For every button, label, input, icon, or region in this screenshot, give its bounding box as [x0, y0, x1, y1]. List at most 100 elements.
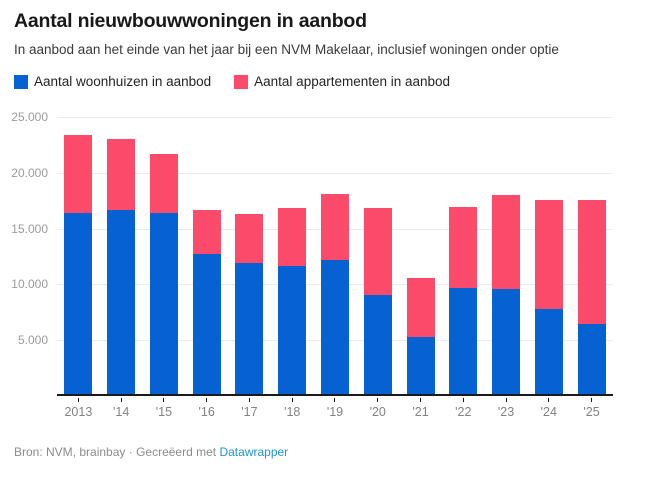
bar-stack [149, 154, 178, 394]
plot-area [57, 117, 613, 396]
bar-segment-appartementen [577, 200, 606, 324]
y-tick-label: 10.000 [11, 277, 48, 292]
chart-title: Aantal nieuwbouwwoningen in aanbod [14, 10, 367, 32]
bar-column-20 [356, 208, 399, 394]
source-text: Bron: NVM, brainbay [14, 445, 126, 459]
bar-stack [235, 214, 264, 394]
created-with-text: Gecreëerd met [136, 445, 217, 459]
axis-tick [271, 398, 314, 402]
bar-segment-appartementen [235, 214, 264, 263]
bar-segment-appartementen [492, 195, 521, 289]
bar-segment-appartementen [278, 208, 307, 266]
x-tick-label: '17 [241, 405, 258, 419]
y-tick-label: 15.000 [11, 221, 48, 236]
gridline [57, 117, 613, 118]
axis-tick [314, 398, 357, 402]
x-tick-label: '25 [583, 405, 600, 419]
x-tick-label: '15 [155, 405, 173, 419]
bar-column-23 [485, 195, 528, 394]
bar-segment-appartementen [64, 135, 93, 213]
bar-column-22 [442, 207, 485, 394]
x-tick-label: '16 [198, 405, 215, 419]
bar-stack [107, 139, 136, 394]
legend-label-appartementen: Aantal appartementen in aanbod [254, 74, 451, 89]
x-tick-label: '14 [113, 405, 130, 419]
bar-segment-woonhuizen [192, 254, 221, 394]
bar-column-2013 [57, 135, 100, 394]
legend-swatch-appartementen [234, 74, 249, 89]
bar-stack [449, 207, 478, 394]
legend-label-woonhuizen: Aantal woonhuizen in aanbod [34, 74, 212, 89]
bar-stack [492, 195, 521, 394]
bar-column-18 [271, 208, 314, 394]
bar-stack [406, 278, 435, 394]
bar-segment-woonhuizen [492, 289, 521, 394]
bar-segment-woonhuizen [149, 213, 178, 394]
datawrapper-link[interactable]: Datawrapper [219, 445, 289, 459]
bar-column-19 [314, 194, 357, 394]
bar-segment-woonhuizen [534, 309, 563, 394]
bar-stack [278, 208, 307, 394]
bars-container [57, 117, 613, 394]
y-tick-label: 5.000 [17, 333, 48, 348]
bar-stack [64, 135, 93, 394]
legend: Aantal woonhuizen in aanbod Aantal appar… [14, 74, 450, 89]
axis-tick [185, 398, 228, 402]
axis-tick [527, 398, 570, 402]
bar-stack [320, 194, 349, 394]
bar-segment-appartementen [320, 194, 349, 260]
bar-segment-woonhuizen [449, 288, 478, 394]
bar-column-17 [228, 214, 271, 394]
legend-swatch-woonhuizen [14, 74, 28, 89]
x-axis-labels: 2013 '14 '15 '16 '17 '18 '19 '20 '21 '22 '23 '24 '25 [57, 405, 613, 420]
bar-segment-woonhuizen [278, 266, 307, 394]
axis-tick [399, 398, 442, 402]
x-tick-label: 2013 [64, 405, 93, 419]
legend-item-woonhuizen: Aantal woonhuizen in aanbod [14, 74, 211, 89]
bar-column-25 [570, 200, 613, 394]
axis-tick [228, 398, 271, 402]
y-tick-label: 20.000 [11, 165, 48, 180]
footer: Bron: NVM, brainbay · Gecreëerd met Data… [14, 444, 288, 460]
bar-stack [192, 210, 221, 394]
bar-stack [363, 208, 392, 394]
chart-subtitle: In aanbod aan het einde van het jaar bij… [14, 42, 559, 57]
bar-segment-woonhuizen [406, 337, 435, 394]
gridline [57, 173, 613, 174]
bar-segment-woonhuizen [107, 210, 136, 394]
bar-segment-woonhuizen [64, 213, 93, 394]
axis-tick [485, 398, 528, 402]
bar-column-14 [100, 139, 143, 394]
bar-segment-appartementen [149, 154, 178, 213]
bar-segment-appartementen [363, 208, 392, 295]
bar-column-24 [527, 200, 570, 394]
bar-segment-appartementen [534, 200, 563, 309]
x-tick-label: '22 [455, 405, 472, 419]
legend-item-appartementen: Aantal appartementen in aanbod [234, 74, 450, 89]
bar-segment-woonhuizen [235, 263, 264, 394]
bar-segment-appartementen [406, 278, 435, 337]
bar-column-15 [143, 154, 186, 394]
bar-segment-appartementen [192, 210, 221, 254]
axis-tick [57, 398, 100, 402]
bar-segment-woonhuizen [320, 260, 349, 394]
bar-stack [534, 200, 563, 394]
x-axis-ticks [57, 398, 613, 402]
axis-tick [100, 398, 143, 402]
x-tick-label: '19 [326, 405, 344, 419]
bar-segment-appartementen [449, 207, 478, 288]
bar-column-21 [399, 278, 442, 394]
x-tick-label: '18 [284, 405, 301, 419]
footer-separator: · [128, 445, 133, 459]
axis-tick [356, 398, 399, 402]
x-tick-label: '21 [412, 405, 429, 419]
y-tick-label: 25.000 [11, 110, 48, 124]
x-tick-label: '20 [369, 405, 386, 419]
axis-tick [143, 398, 186, 402]
bar-segment-woonhuizen [577, 324, 606, 394]
axis-tick [442, 398, 485, 402]
stacked-bar-chart: 5.000 10.000 15.000 20.000 25.000 2013 '14 '15… [0, 104, 651, 434]
x-tick-label: '23 [497, 405, 515, 419]
x-tick-label: '24 [540, 405, 557, 419]
